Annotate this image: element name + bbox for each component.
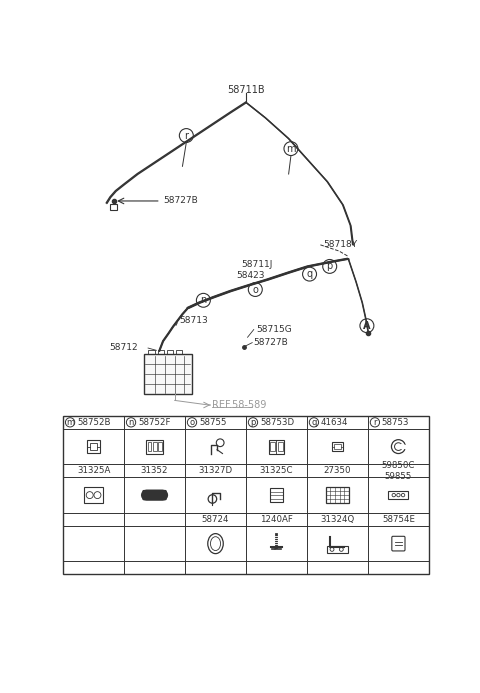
Text: 58755: 58755 bbox=[199, 418, 227, 427]
Text: p: p bbox=[326, 261, 333, 272]
Text: 58713: 58713 bbox=[180, 316, 208, 325]
Text: 58718Y: 58718Y bbox=[324, 240, 358, 249]
Text: 58423: 58423 bbox=[237, 271, 265, 280]
Text: p: p bbox=[250, 418, 256, 427]
Text: n: n bbox=[200, 295, 206, 306]
Text: 31327D: 31327D bbox=[198, 466, 233, 475]
Text: 31352: 31352 bbox=[141, 466, 168, 475]
Text: 58752B: 58752B bbox=[77, 418, 110, 427]
Text: 58712: 58712 bbox=[109, 343, 137, 352]
Text: A: A bbox=[363, 321, 371, 331]
Text: 58727B: 58727B bbox=[163, 197, 198, 205]
Text: n: n bbox=[128, 418, 134, 427]
Text: 58752F: 58752F bbox=[138, 418, 170, 427]
Text: 41634: 41634 bbox=[321, 418, 348, 427]
Text: q: q bbox=[311, 418, 317, 427]
Text: 59850C
59855: 59850C 59855 bbox=[382, 461, 415, 480]
Text: 58754E: 58754E bbox=[382, 515, 415, 524]
Text: REF.58-589: REF.58-589 bbox=[212, 400, 266, 410]
Text: m: m bbox=[66, 418, 74, 427]
Text: 58727B: 58727B bbox=[254, 338, 288, 347]
Text: 31325C: 31325C bbox=[260, 466, 293, 475]
Text: 58711B: 58711B bbox=[227, 85, 265, 95]
Text: o: o bbox=[190, 418, 194, 427]
Text: o: o bbox=[252, 285, 258, 295]
Text: 27350: 27350 bbox=[324, 466, 351, 475]
Text: r: r bbox=[373, 418, 377, 427]
Text: 58715G: 58715G bbox=[256, 325, 292, 334]
Text: 58724: 58724 bbox=[202, 515, 229, 524]
Text: q: q bbox=[307, 269, 312, 279]
Text: 31324Q: 31324Q bbox=[320, 515, 355, 524]
Text: 31325A: 31325A bbox=[77, 466, 110, 475]
Bar bbox=[63, 416, 429, 574]
Text: 58711J: 58711J bbox=[241, 260, 273, 269]
FancyBboxPatch shape bbox=[144, 354, 192, 394]
Text: 1240AF: 1240AF bbox=[260, 515, 293, 524]
Text: 58753: 58753 bbox=[382, 418, 409, 427]
Text: r: r bbox=[184, 130, 188, 141]
Text: 58753D: 58753D bbox=[260, 418, 294, 427]
Text: m: m bbox=[286, 143, 296, 154]
